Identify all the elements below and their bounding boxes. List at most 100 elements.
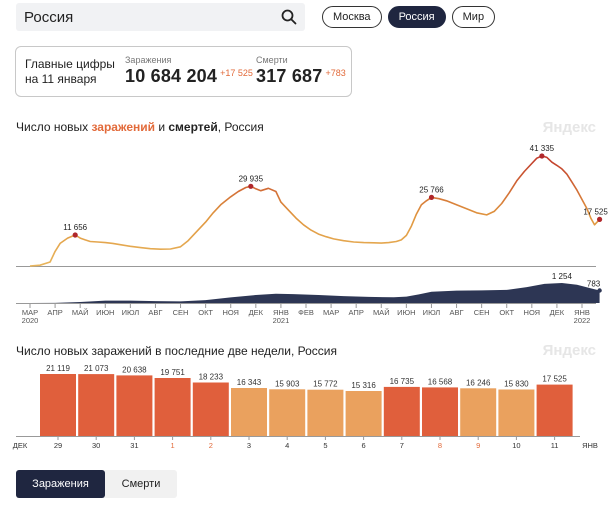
x-tick-label: МАР 2020 — [22, 308, 39, 325]
cases-line — [29, 155, 601, 267]
region-tab-russia[interactable]: Россия — [387, 6, 446, 28]
x-tick-label: СЕН — [474, 308, 490, 317]
cases-peak-marker — [539, 153, 545, 159]
main-chart-title: Число новых заражений и смертей, Россия — [16, 120, 264, 134]
bar-value-label: 15 316 — [351, 381, 376, 390]
bar-day-label: 3 — [247, 441, 251, 450]
cases-value: 10 684 204 — [125, 66, 218, 86]
bar — [536, 384, 573, 436]
search-input[interactable]: Россия — [24, 8, 74, 26]
deaths-peak-label: 1 254 — [552, 272, 573, 281]
cases-peak-marker — [248, 183, 254, 189]
cases-peak-marker — [428, 194, 435, 200]
bar-value-label: 19 751 — [160, 368, 185, 377]
bar-value-label: 15 830 — [504, 380, 529, 389]
bars-end-month: ЯНВ — [582, 441, 598, 450]
bar-value-label: 17 525 — [542, 375, 567, 384]
x-tick-label: ИЮЛ — [423, 308, 441, 317]
x-tick-label: ИЮЛ — [122, 308, 140, 317]
yandex-logo: Яндекс — [542, 119, 596, 136]
deaths-last-label: 783 — [587, 280, 601, 289]
search-box[interactable]: Россия — [16, 3, 305, 31]
bar-day-label: 7 — [400, 441, 404, 450]
x-tick-label: АПР — [349, 308, 364, 317]
bar-day-label: 10 — [512, 441, 520, 450]
deaths-area — [30, 283, 600, 303]
bar-day-label: 11 — [551, 441, 559, 450]
x-tick-label: ЯНВ 2021 — [273, 308, 290, 325]
bar-value-label: 16 735 — [390, 377, 415, 386]
x-tick-label: ФЕВ — [298, 308, 314, 317]
deaths-value: 317 687 — [256, 66, 323, 86]
x-tick-label: МАР — [323, 308, 339, 317]
x-tick-label: АВГ — [148, 308, 162, 317]
cases-peak-label: 17 525 — [583, 207, 608, 216]
cases-peak-label: 11 656 — [63, 223, 87, 232]
x-tick-label: МАЙ — [373, 308, 390, 317]
yandex-logo-2: Яндекс — [542, 342, 596, 359]
metric-tabs: Заражения Смерти — [16, 470, 177, 498]
bar — [231, 388, 267, 436]
bar-value-label: 18 233 — [199, 373, 224, 382]
bar — [192, 382, 229, 436]
x-tick-label: ИЮН — [397, 308, 415, 317]
bar-day-label: 31 — [130, 441, 138, 450]
bar-day-label: 2 — [209, 441, 213, 450]
region-tab-world[interactable]: Мир — [451, 6, 496, 28]
x-tick-label: МАЙ — [72, 308, 89, 317]
x-tick-label: ДЕК — [249, 308, 264, 317]
cases-summary: Заражения 10 684 204 +17 525 — [125, 55, 253, 87]
bar — [460, 388, 497, 436]
bar-day-label: 4 — [285, 441, 289, 450]
tab-deaths[interactable]: Смерти — [121, 478, 161, 490]
region-tab-moscow[interactable]: Москва — [322, 6, 382, 28]
x-tick-label: НОЯ — [222, 308, 239, 317]
bar-value-label: 16 343 — [237, 378, 262, 387]
x-tick-label: НОЯ — [524, 308, 541, 317]
bar-value-label: 15 772 — [313, 380, 338, 389]
bar-day-label: 1 — [171, 441, 175, 450]
deaths-delta: +783 — [325, 68, 346, 78]
deaths-summary: Смерти 317 687 +783 — [256, 55, 346, 87]
bar-day-label: 6 — [362, 441, 366, 450]
x-tick-label: ОКТ — [499, 308, 514, 317]
bar-day-label: 29 — [54, 441, 62, 450]
cases-peak-label: 29 935 — [239, 174, 264, 183]
bar — [345, 391, 382, 436]
cases-peak-marker — [72, 232, 78, 238]
bar — [422, 387, 458, 436]
bar-value-label: 15 903 — [275, 379, 300, 388]
bar-value-label: 21 119 — [46, 364, 70, 373]
bar-value-label: 16 568 — [428, 377, 453, 386]
cases-peak-label: 41 335 — [530, 144, 555, 153]
bar — [116, 375, 153, 436]
summary-card: Главные цифры на 11 января Заражения 10 … — [15, 46, 352, 97]
x-tick-label: ЯНВ 2022 — [574, 308, 591, 325]
cases-peak-marker — [597, 216, 603, 222]
bar-value-label: 16 246 — [466, 378, 491, 387]
bar — [154, 378, 191, 436]
bar-day-label: 5 — [323, 441, 327, 450]
cases-peak-label: 25 766 — [419, 185, 444, 194]
x-tick-label: ОКТ — [198, 308, 213, 317]
tab-cases[interactable]: Заражения — [16, 470, 105, 498]
bars-start-month: ДЕК — [13, 441, 28, 450]
bar-value-label: 21 073 — [84, 364, 109, 373]
summary-label: Главные цифры на 11 января — [25, 57, 115, 86]
bar-value-label: 20 638 — [122, 365, 147, 374]
x-tick-label: СЕН — [173, 308, 189, 317]
cases-title: Заражения — [125, 55, 172, 65]
x-tick-label: ИЮН — [96, 308, 114, 317]
deaths-title: Смерти — [256, 55, 288, 65]
main-chart: 11 656 29 935 25 766 41 335 17 525 1 254 783 МА… — [16, 144, 608, 325]
bar-day-label: 9 — [476, 441, 480, 450]
cases-delta: +17 525 — [220, 68, 253, 78]
bars-chart-title: Число новых заражений в последние две не… — [16, 344, 337, 358]
x-tick-label: ДЕК — [550, 308, 565, 317]
bar — [40, 374, 76, 436]
deaths-last-marker — [597, 288, 602, 293]
bar — [269, 389, 306, 436]
x-tick-label: АПР — [47, 308, 62, 317]
search-icon[interactable] — [281, 9, 297, 25]
